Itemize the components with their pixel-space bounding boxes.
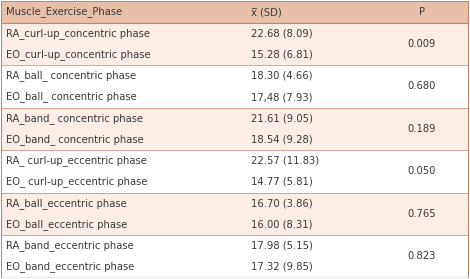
Text: 17.32 (9.85): 17.32 (9.85) <box>251 262 313 272</box>
Text: 17.98 (5.15): 17.98 (5.15) <box>251 241 313 251</box>
Text: 18.54 (9.28): 18.54 (9.28) <box>251 134 313 145</box>
Text: 0.823: 0.823 <box>407 251 436 261</box>
Text: 22.68 (8.09): 22.68 (8.09) <box>251 28 313 38</box>
Text: P: P <box>419 7 425 17</box>
Text: 0.765: 0.765 <box>407 209 436 219</box>
Text: RA_curl-up_concentric phase: RA_curl-up_concentric phase <box>6 28 150 39</box>
Text: EO_ curl-up_eccentric phase: EO_ curl-up_eccentric phase <box>6 177 148 187</box>
Bar <box>1 214 469 235</box>
Bar <box>1 150 469 171</box>
Text: EO_band_ concentric phase: EO_band_ concentric phase <box>6 134 144 145</box>
Bar <box>1 65 469 86</box>
Text: RA_ curl-up_eccentric phase: RA_ curl-up_eccentric phase <box>6 155 147 166</box>
Bar <box>1 193 469 214</box>
Bar <box>1 44 469 65</box>
Text: 18.30 (4.66): 18.30 (4.66) <box>251 71 313 81</box>
Bar <box>1 235 469 256</box>
Text: 15.28 (6.81): 15.28 (6.81) <box>251 49 313 59</box>
Text: RA_ball_ concentric phase: RA_ball_ concentric phase <box>6 70 136 81</box>
Bar <box>1 129 469 150</box>
Text: 0.680: 0.680 <box>407 81 436 92</box>
Bar <box>1 86 469 108</box>
Text: 22.57 (11.83): 22.57 (11.83) <box>251 156 320 166</box>
Text: 17,48 (7.93): 17,48 (7.93) <box>251 92 313 102</box>
Text: RA_band_ concentric phase: RA_band_ concentric phase <box>6 113 143 124</box>
Text: RA_ball_eccentric phase: RA_ball_eccentric phase <box>6 198 127 209</box>
Text: EO_ball_ concentric phase: EO_ball_ concentric phase <box>6 92 137 102</box>
Text: 14.77 (5.81): 14.77 (5.81) <box>251 177 313 187</box>
Text: 16.70 (3.86): 16.70 (3.86) <box>251 198 313 208</box>
Bar <box>1 23 469 44</box>
Bar <box>1 1 469 23</box>
Text: Muscle_Exercise_Phase: Muscle_Exercise_Phase <box>6 7 122 18</box>
Bar <box>1 256 469 278</box>
Text: x̅ (SD): x̅ (SD) <box>251 7 282 17</box>
Text: 21.61 (9.05): 21.61 (9.05) <box>251 113 313 123</box>
Text: 0.009: 0.009 <box>407 39 436 49</box>
Text: EO_curl-up_concentric phase: EO_curl-up_concentric phase <box>6 49 151 60</box>
Text: EO_band_eccentric phase: EO_band_eccentric phase <box>6 261 134 272</box>
Bar <box>1 171 469 193</box>
Bar <box>1 108 469 129</box>
Text: EO_ball_eccentric phase: EO_ball_eccentric phase <box>6 219 127 230</box>
Text: 16.00 (8.31): 16.00 (8.31) <box>251 220 313 230</box>
Text: RA_band_eccentric phase: RA_band_eccentric phase <box>6 240 134 251</box>
Text: 0.050: 0.050 <box>407 166 436 176</box>
Text: 0.189: 0.189 <box>407 124 436 134</box>
